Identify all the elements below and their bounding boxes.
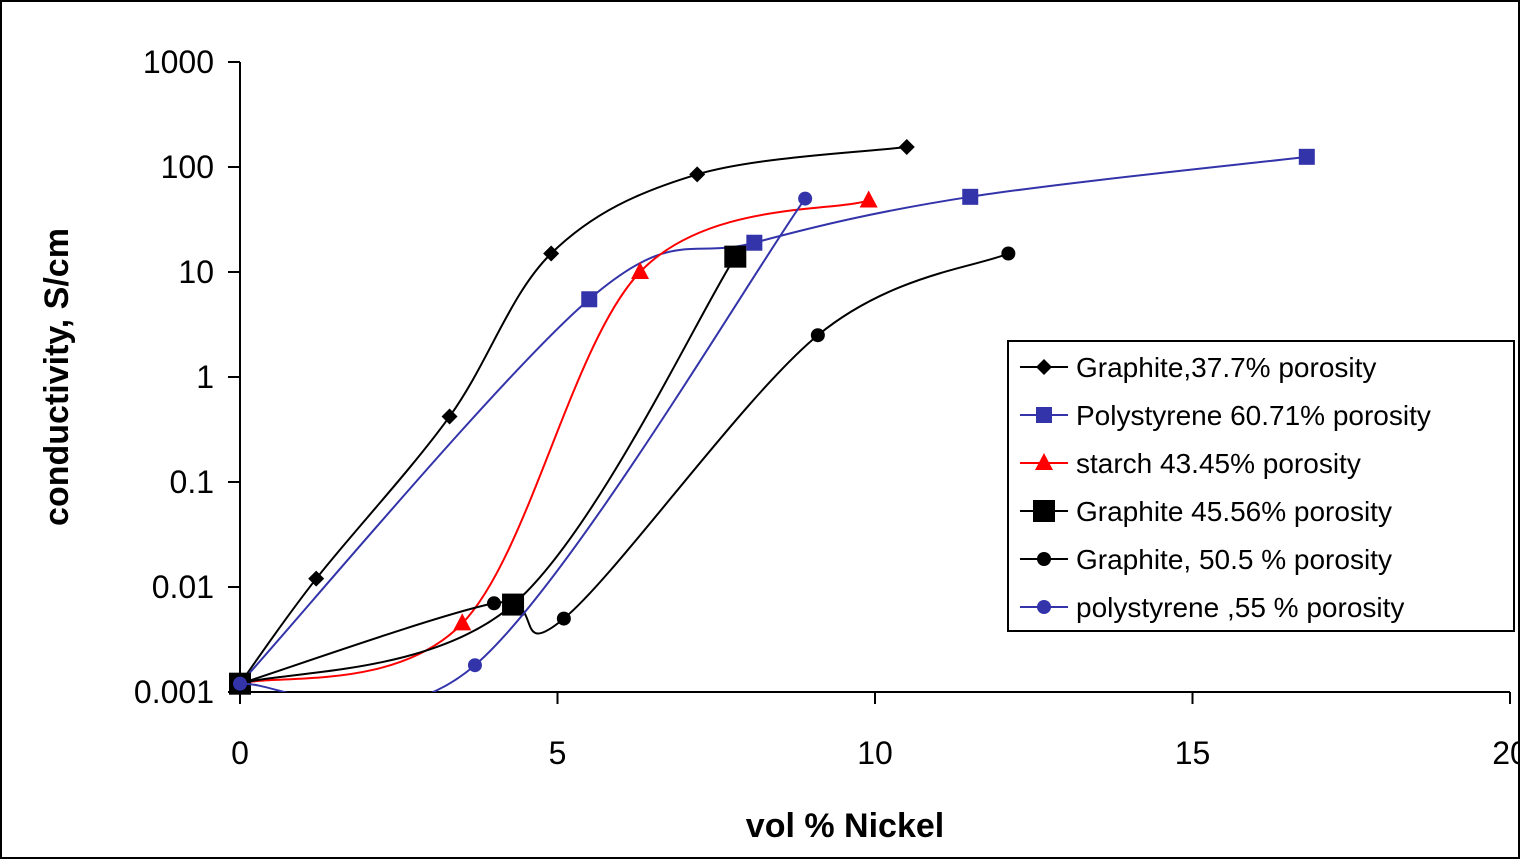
y-tick-label: 1000 <box>143 44 214 80</box>
y-tick-label: 100 <box>161 149 214 185</box>
series-1-point <box>543 245 560 262</box>
series-1-point <box>689 166 706 183</box>
x-tick-label: 15 <box>1175 735 1211 771</box>
series-3-point <box>453 613 472 631</box>
x-tick-label: 20 <box>1492 735 1520 771</box>
legend-swatch-marker <box>1033 500 1055 522</box>
y-tick-label: 0.01 <box>152 569 214 605</box>
y-tick-label: 1 <box>196 359 214 395</box>
x-tick-label: 0 <box>231 735 249 771</box>
series-6-point <box>233 676 247 691</box>
legend-label: Polystyrene 60.71% porosity <box>1076 400 1431 431</box>
series-2-point <box>746 234 763 251</box>
series-line-4 <box>240 256 737 685</box>
series-1-point <box>441 408 458 425</box>
series-line-2 <box>240 155 1307 685</box>
series-2-point <box>581 291 598 308</box>
y-tick-label: 0.001 <box>134 674 214 710</box>
series-line-3 <box>240 199 869 685</box>
legend-label: Graphite,37.7% porosity <box>1076 352 1376 383</box>
legend-label: starch 43.45% porosity <box>1076 448 1361 479</box>
series-6-point <box>467 658 482 673</box>
series-2-point <box>1298 148 1315 165</box>
series-4-point <box>724 245 747 268</box>
x-tick-label: 10 <box>857 735 893 771</box>
series-1-point <box>898 139 915 156</box>
series-4-point <box>502 593 525 616</box>
series-line-1 <box>240 146 907 685</box>
series-3-point <box>631 262 650 279</box>
legend-label: Graphite, 50.5 % porosity <box>1076 544 1392 575</box>
legend-swatch-marker <box>1037 600 1051 614</box>
y-tick-label: 0.1 <box>170 464 214 500</box>
legend-box <box>1007 340 1515 632</box>
series-line-6 <box>240 198 806 692</box>
series-5-point <box>487 596 501 611</box>
series-1-point <box>308 570 325 587</box>
series-6-point <box>798 191 813 206</box>
series-5-point <box>1001 246 1016 261</box>
series-5-point <box>556 611 571 626</box>
x-tick-label: 5 <box>549 735 567 771</box>
x-axis-title: vol % Nickel <box>746 807 944 845</box>
legend-swatch-marker <box>1035 453 1053 470</box>
legend-label: Graphite 45.56% porosity <box>1076 496 1392 527</box>
series-line-5 <box>240 252 1009 685</box>
y-axis-title: conductivity, S/cm <box>38 228 76 526</box>
legend-swatch-marker <box>1036 407 1052 423</box>
series-2-point <box>962 188 979 205</box>
legend-label: polystyrene ,55 % porosity <box>1076 592 1404 623</box>
y-tick-label: 10 <box>178 254 214 290</box>
series-3-point <box>859 190 878 208</box>
legend-swatch-marker <box>1037 552 1051 566</box>
series-5-point <box>810 328 825 343</box>
legend-swatch-marker <box>1036 359 1052 375</box>
